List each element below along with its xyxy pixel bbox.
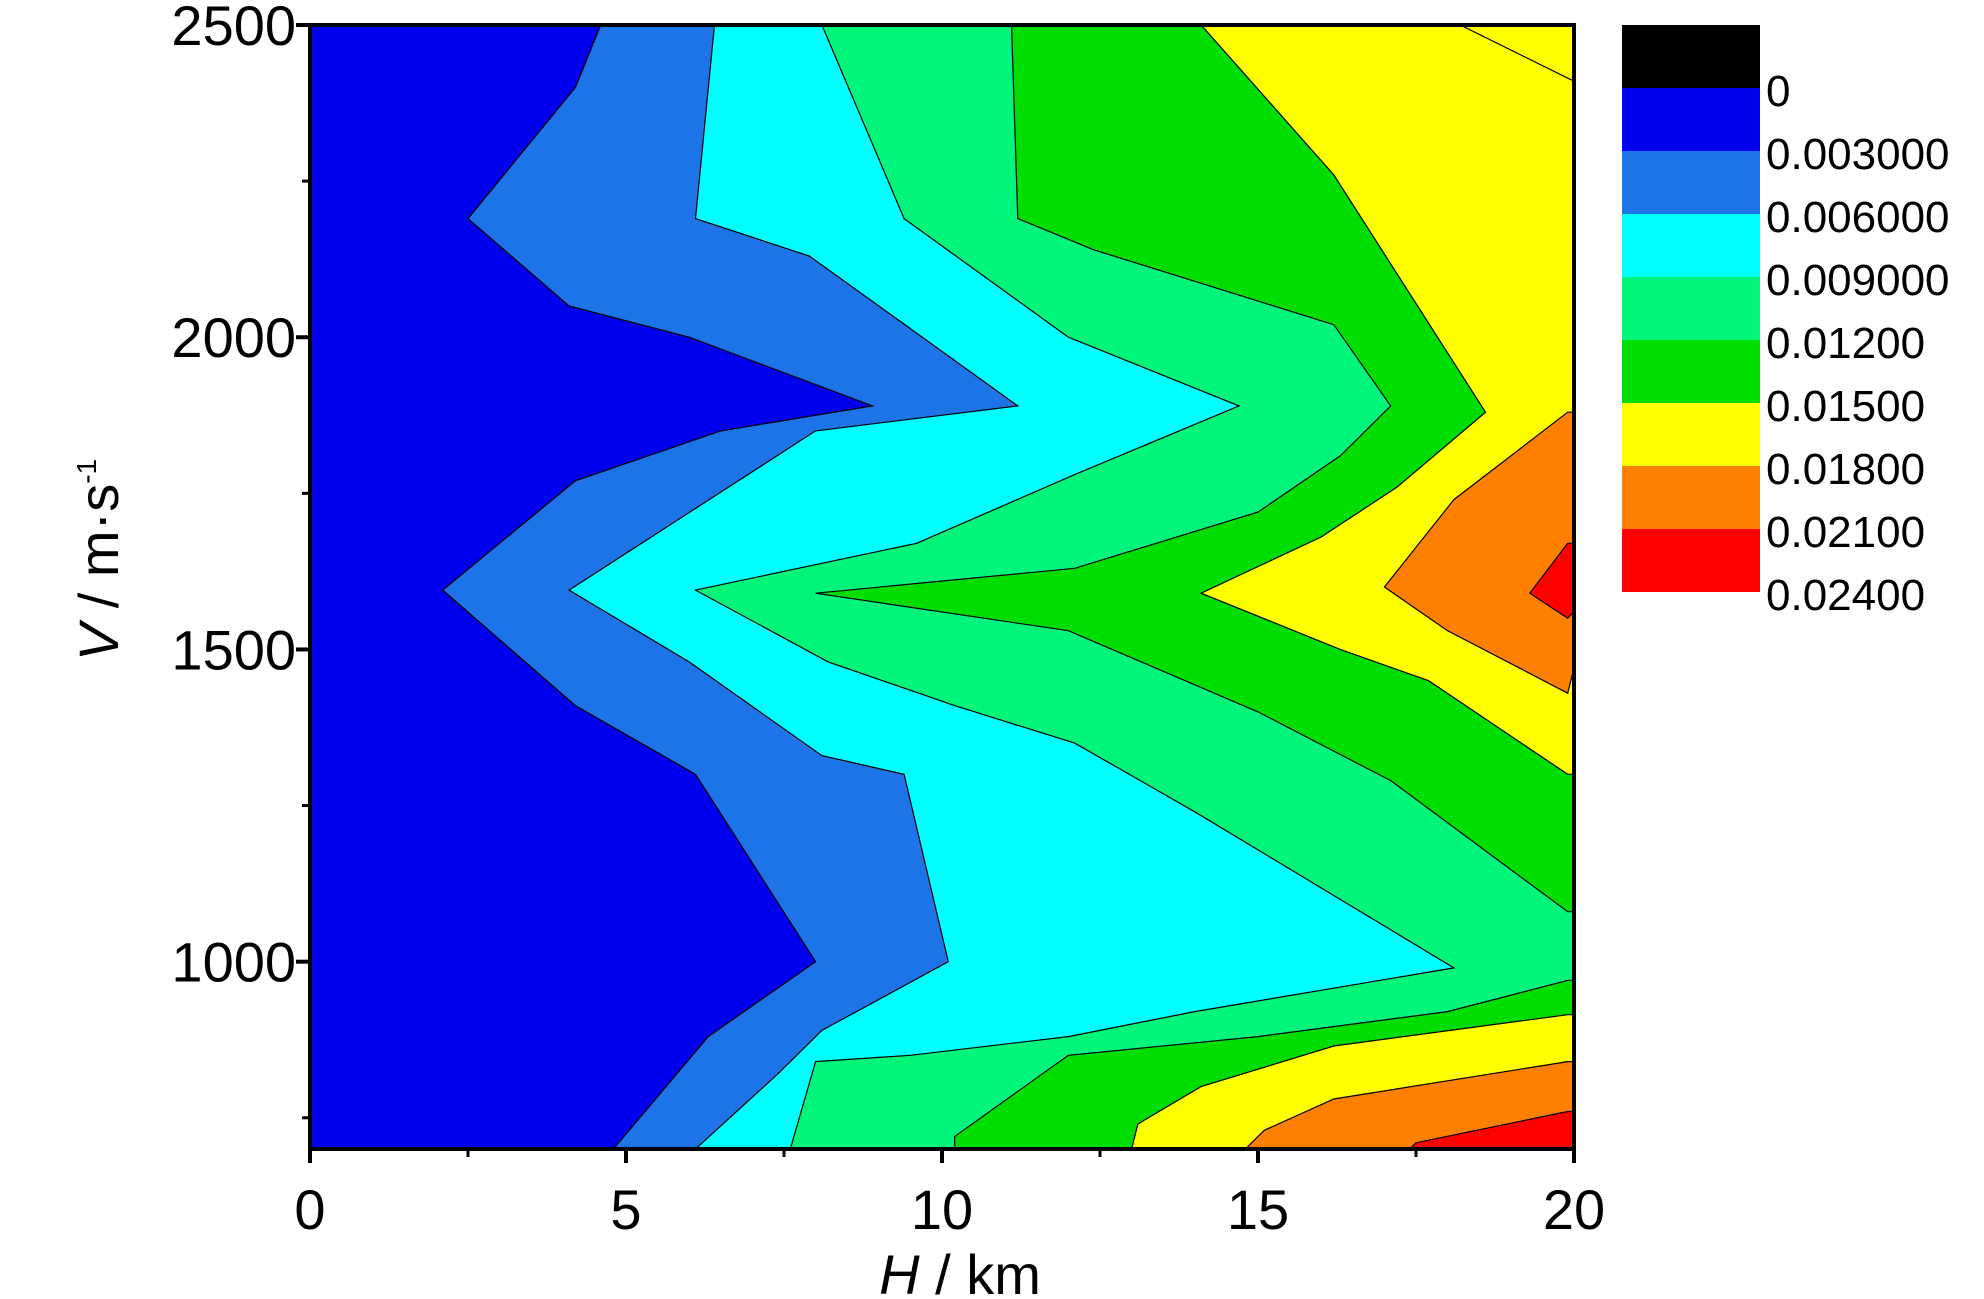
x-axis: 0 5 10 15 20 bbox=[294, 1149, 1605, 1241]
legend-label: 0.009000 bbox=[1766, 256, 1950, 305]
y-axis: 1000 1500 2000 2500 bbox=[171, 0, 310, 1120]
legend-swatch bbox=[1622, 214, 1760, 277]
legend-label: 0.01500 bbox=[1766, 382, 1925, 431]
x-tick-label: 10 bbox=[911, 1178, 973, 1241]
y-tick-label: 1500 bbox=[171, 618, 296, 681]
y-tick-label: 2000 bbox=[171, 306, 296, 369]
legend: 0 0.003000 0.006000 0.009000 0.01200 0.01500 0… bbox=[1622, 25, 1950, 620]
plot-area bbox=[310, 25, 1574, 1149]
legend-swatch bbox=[1622, 25, 1760, 88]
x-tick-label: 15 bbox=[1227, 1178, 1289, 1241]
contour-line-top-right bbox=[1459, 25, 1574, 82]
legend-label: 0.006000 bbox=[1766, 193, 1950, 242]
band-level-0.02100-lower bbox=[1409, 1110, 1574, 1149]
legend-swatch bbox=[1622, 340, 1760, 403]
legend-swatch bbox=[1622, 151, 1760, 214]
x-tick-label: 20 bbox=[1543, 1178, 1605, 1241]
y-tick-label: 2500 bbox=[171, 0, 296, 57]
legend-label: 0 bbox=[1766, 67, 1790, 116]
legend-swatch bbox=[1622, 529, 1760, 592]
legend-swatch bbox=[1622, 403, 1760, 466]
x-tick-label: 5 bbox=[610, 1178, 641, 1241]
x-tick-label: 0 bbox=[294, 1178, 325, 1241]
band-level-0.01800 bbox=[1383, 411, 1574, 695]
legend-label: 0.01800 bbox=[1766, 445, 1925, 494]
legend-label: 0.02400 bbox=[1766, 571, 1925, 620]
legend-label: 0.02100 bbox=[1766, 508, 1925, 557]
legend-swatch bbox=[1622, 88, 1760, 151]
legend-swatch bbox=[1622, 466, 1760, 529]
legend-swatch bbox=[1622, 277, 1760, 340]
band-level-0.02100 bbox=[1528, 542, 1574, 619]
legend-label: 0.003000 bbox=[1766, 130, 1950, 179]
y-tick-label: 1000 bbox=[171, 931, 296, 994]
x-axis-label: H / km bbox=[879, 1243, 1041, 1299]
y-axis-label: V / m·s-1 bbox=[67, 459, 130, 661]
legend-label: 0.01200 bbox=[1766, 319, 1925, 368]
